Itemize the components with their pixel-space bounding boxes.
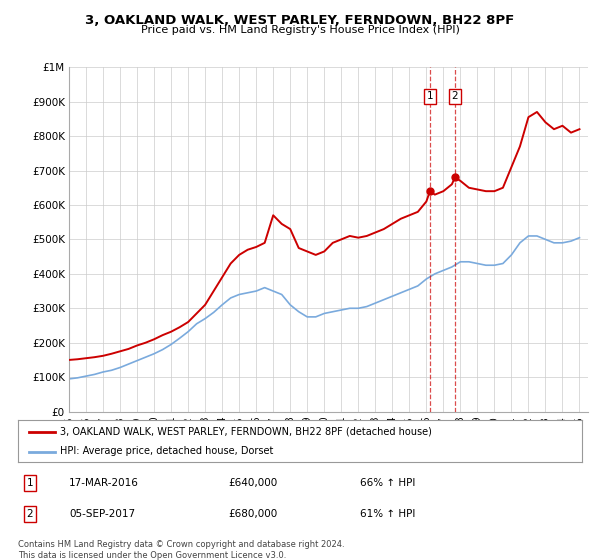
Text: 1: 1: [427, 91, 433, 101]
Text: HPI: Average price, detached house, Dorset: HPI: Average price, detached house, Dors…: [60, 446, 274, 456]
Text: 2: 2: [452, 91, 458, 101]
Text: 05-SEP-2017: 05-SEP-2017: [69, 509, 135, 519]
Text: 3, OAKLAND WALK, WEST PARLEY, FERNDOWN, BH22 8PF (detached house): 3, OAKLAND WALK, WEST PARLEY, FERNDOWN, …: [60, 427, 432, 437]
Text: 66% ↑ HPI: 66% ↑ HPI: [360, 478, 415, 488]
Text: 3, OAKLAND WALK, WEST PARLEY, FERNDOWN, BH22 8PF: 3, OAKLAND WALK, WEST PARLEY, FERNDOWN, …: [85, 14, 515, 27]
Text: 61% ↑ HPI: 61% ↑ HPI: [360, 509, 415, 519]
Text: 1: 1: [26, 478, 34, 488]
Text: Price paid vs. HM Land Registry's House Price Index (HPI): Price paid vs. HM Land Registry's House …: [140, 25, 460, 35]
Text: £680,000: £680,000: [228, 509, 277, 519]
Text: 17-MAR-2016: 17-MAR-2016: [69, 478, 139, 488]
Text: Contains HM Land Registry data © Crown copyright and database right 2024.
This d: Contains HM Land Registry data © Crown c…: [18, 540, 344, 560]
Text: £640,000: £640,000: [228, 478, 277, 488]
Text: 2: 2: [26, 509, 34, 519]
